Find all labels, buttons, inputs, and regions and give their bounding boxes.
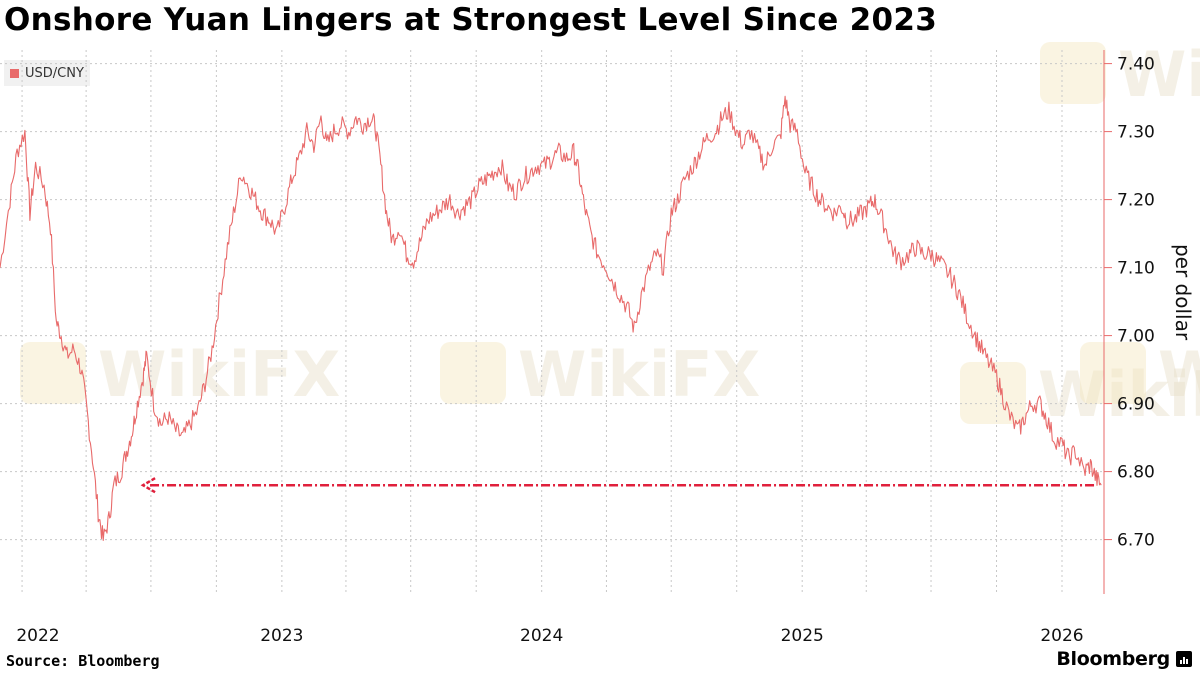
legend-label: USD/CNY <box>25 65 84 81</box>
y-tick-label: 7.40 <box>1117 55 1155 75</box>
chart-series <box>0 95 1102 541</box>
y-tick-label: 7.30 <box>1117 123 1155 143</box>
chart-grid <box>0 50 1104 594</box>
bloomberg-terminal-icon <box>1176 651 1192 667</box>
watermark-text: WikiFX <box>1038 358 1200 431</box>
series-line-usd-cny <box>0 95 1102 541</box>
watermark-text: WikiFX <box>1118 38 1200 111</box>
x-tick-label: 2022 <box>16 626 59 646</box>
y-axis-label: per dollar <box>1171 244 1195 341</box>
annotation-arrow-head <box>140 477 156 494</box>
watermark-text: WikiFX <box>1158 338 1200 411</box>
watermark-text: WikiFX <box>98 338 340 411</box>
y-tick-label: 7.00 <box>1117 327 1155 347</box>
chart-axes: 7.40 7.30 7.20 7.10 7.00 6.90 6.80 6.70 2022 2023… <box>16 50 1195 646</box>
watermark-logo <box>20 342 86 404</box>
watermark-layer: WikiFXWikiFXWikiFXWikiFXWikiFX <box>20 38 1200 431</box>
y-tick-label: 6.80 <box>1117 463 1155 483</box>
chart-annotations <box>140 477 1095 494</box>
x-tick-label: 2024 <box>520 626 563 646</box>
brand-name: Bloomberg <box>1056 648 1170 670</box>
watermark-text: WikiFX <box>518 338 760 411</box>
chart-legend: USD/CNY <box>4 60 90 86</box>
legend-swatch <box>10 68 19 78</box>
brand-mark: Bloomberg <box>1056 648 1192 670</box>
y-tick-label: 7.10 <box>1117 259 1155 279</box>
watermark-logo <box>440 342 506 404</box>
watermark-logo <box>1040 42 1106 104</box>
watermark: WikiFX <box>20 338 340 411</box>
x-tick-label: 2023 <box>260 626 303 646</box>
x-tick-label: 2026 <box>1040 626 1083 646</box>
chart-title: Onshore Yuan Lingers at Strongest Level … <box>4 2 938 38</box>
source-note: Source: Bloomberg <box>6 652 160 670</box>
watermark-logo <box>960 362 1026 424</box>
watermark: WikiFX <box>1040 38 1200 111</box>
watermark: WikiFX <box>440 338 760 411</box>
watermark: WikiFX <box>1080 338 1200 411</box>
y-tick-label: 7.20 <box>1117 191 1155 211</box>
watermark: WikiFX <box>960 358 1200 431</box>
y-tick-label: 6.70 <box>1117 531 1155 551</box>
x-tick-label: 2025 <box>781 626 824 646</box>
y-tick-label: 6.90 <box>1117 395 1155 415</box>
watermark-logo <box>1080 342 1146 404</box>
